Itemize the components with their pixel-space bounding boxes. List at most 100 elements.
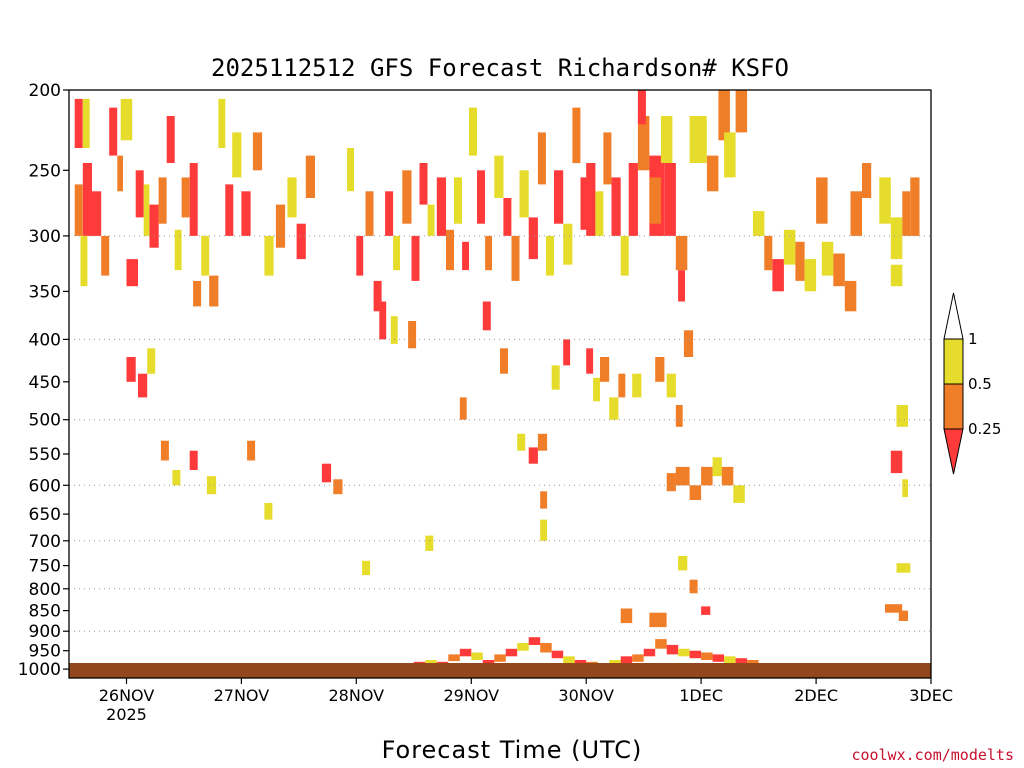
- ri-cell: [402, 170, 412, 224]
- ri-cell: [158, 177, 167, 224]
- ri-cell: [563, 339, 571, 366]
- ri-cell: [862, 163, 872, 198]
- ri-cell: [850, 191, 862, 236]
- ri-cell: [264, 235, 274, 276]
- ri-cell: [752, 211, 765, 236]
- ri-cell: [446, 229, 454, 271]
- x-axis-title: Forecast Time (UTC): [382, 736, 643, 764]
- ri-cell: [385, 191, 394, 236]
- ri-cell: [126, 357, 136, 382]
- ri-cell: [586, 163, 596, 236]
- ri-cell: [454, 177, 462, 224]
- ri-cell: [425, 535, 434, 551]
- ri-cell: [537, 132, 546, 185]
- ri-cell: [683, 330, 694, 357]
- ri-cell: [675, 466, 690, 486]
- ri-cell: [611, 177, 621, 236]
- ri-cell: [120, 98, 133, 141]
- ri-cell: [885, 604, 903, 613]
- ri-cell: [666, 473, 676, 492]
- ri-cell: [89, 191, 102, 236]
- ri-cell: [172, 470, 181, 486]
- ri-cell: [427, 204, 435, 236]
- ri-cell: [701, 606, 711, 615]
- ri-cell: [419, 163, 428, 205]
- ri-cell: [494, 155, 504, 198]
- ri-cell: [528, 447, 538, 464]
- ri-surface-cell: [609, 660, 621, 663]
- ri-surface-cell: [471, 652, 483, 660]
- ri-cell: [264, 502, 273, 520]
- ri-cell: [135, 170, 144, 218]
- y-tick-label: 600: [29, 476, 61, 496]
- ri-cell: [733, 485, 745, 503]
- ri-cell: [333, 479, 343, 495]
- y-tick-label: 550: [29, 445, 61, 465]
- ri-cell: [482, 301, 491, 331]
- x-tick-label: 26NOV: [99, 686, 155, 705]
- ri-cell: [477, 170, 485, 224]
- ri-surface-cell: [574, 660, 587, 663]
- ri-cell: [209, 275, 219, 307]
- ri-cell: [896, 405, 908, 427]
- y-tick-label: 400: [29, 330, 61, 350]
- ri-cell: [74, 98, 83, 148]
- ri-cell: [462, 241, 469, 271]
- ri-surface-cell: [494, 654, 506, 662]
- ri-cell: [80, 235, 88, 287]
- ri-cell: [637, 116, 650, 171]
- ri-cell: [347, 148, 354, 192]
- x-tick-label: 30NOV: [558, 686, 614, 705]
- ri-cell: [554, 170, 564, 224]
- ri-cell: [603, 132, 612, 185]
- ri-cell: [689, 579, 698, 594]
- ri-cell: [218, 98, 226, 148]
- ri-cell: [469, 107, 477, 156]
- ri-surface-cell: [482, 660, 495, 663]
- ri-cell: [189, 450, 198, 470]
- colorbar-bottom-arrow: [943, 428, 964, 475]
- ri-cell: [572, 107, 581, 164]
- x-tick-label: 27NOV: [214, 686, 270, 705]
- ri-cell: [321, 463, 332, 483]
- ri-cell: [166, 116, 175, 163]
- ri-cell: [620, 235, 629, 276]
- y-tick-label: 700: [29, 532, 61, 552]
- colorbar-label: 0.5: [968, 375, 992, 393]
- ri-cell: [503, 198, 512, 236]
- credit-link[interactable]: coolwx.com/modelts: [851, 746, 1014, 764]
- ri-cell: [649, 177, 661, 224]
- ri-cell: [890, 264, 903, 287]
- ri-surface-cell: [436, 661, 449, 663]
- plot-area: [68, 89, 932, 679]
- y-tick-label: 200: [29, 81, 61, 101]
- ri-surface-cell: [528, 637, 541, 645]
- ri-surface-cell: [517, 643, 529, 651]
- ri-cell: [664, 163, 676, 236]
- ri-cell: [201, 235, 210, 276]
- ri-cell: [890, 450, 903, 474]
- ri-cell: [706, 155, 719, 192]
- ri-cell: [408, 321, 417, 349]
- ri-cell: [373, 280, 382, 312]
- ri-cell: [252, 132, 263, 171]
- ri-cell: [844, 280, 857, 312]
- ri-cell: [365, 191, 374, 236]
- ri-cell: [586, 348, 594, 374]
- ri-surface-cell: [620, 656, 633, 663]
- ri-cell: [411, 235, 420, 281]
- ri-surface-cell: [459, 648, 472, 657]
- ri-cell: [712, 457, 722, 477]
- ri-cell: [225, 184, 234, 236]
- ri-cell: [459, 397, 467, 420]
- ri-surface-cell: [735, 658, 748, 663]
- ri-cell: [675, 405, 683, 427]
- y-tick-label: 950: [29, 642, 61, 662]
- y-tick-label: 450: [29, 373, 61, 393]
- ri-cell: [74, 184, 83, 236]
- ri-cell: [821, 241, 834, 276]
- ri-cell: [519, 170, 529, 218]
- ri-cell: [101, 235, 110, 276]
- ri-surface-cell: [425, 660, 437, 663]
